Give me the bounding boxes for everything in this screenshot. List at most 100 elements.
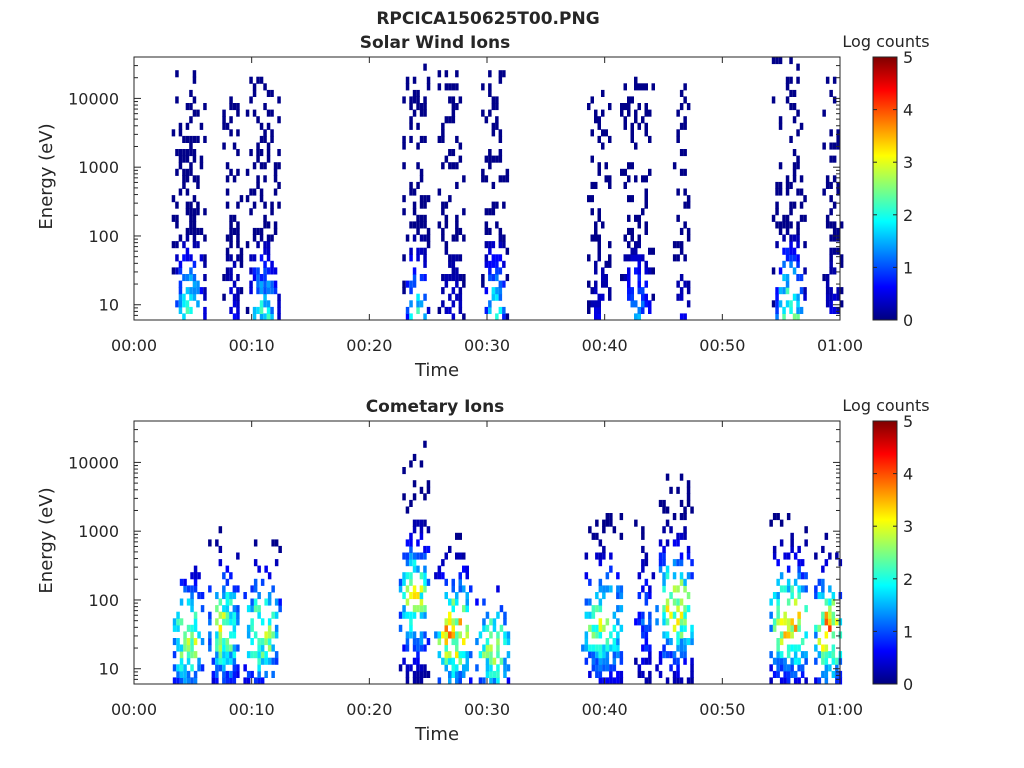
spectrogram-cell <box>263 221 267 229</box>
spectrogram-cell <box>772 670 777 678</box>
spectrogram-cell <box>260 677 265 685</box>
spectrogram-cell <box>434 631 438 639</box>
spectrogram-cell <box>832 142 837 150</box>
spectrogram-cell <box>779 572 784 580</box>
spectrogram-cell <box>597 214 601 222</box>
spectrogram-cell <box>679 287 684 295</box>
spectrogram-cell <box>229 306 233 314</box>
spectrogram-cell <box>409 578 413 586</box>
spectrogram-cell <box>616 638 620 646</box>
spectrogram-cell <box>183 644 187 652</box>
spectrogram-cell <box>790 539 794 547</box>
spectrogram-cell <box>215 618 219 626</box>
burst-0 <box>172 565 205 685</box>
spectrogram-cell <box>665 598 670 606</box>
spectrogram-cell <box>437 83 442 91</box>
colorbar-tick-label: 4 <box>903 465 913 484</box>
spectrogram-cell <box>630 135 634 143</box>
spectrogram-cell <box>192 175 197 183</box>
spectrogram-cell <box>462 664 466 672</box>
spectrogram-cell <box>683 644 687 652</box>
spectrogram-cell <box>641 644 645 652</box>
spectrogram-cell <box>832 293 837 301</box>
spectrogram-cell <box>829 129 833 137</box>
spectrogram-cell <box>208 585 212 593</box>
spectrogram-cell <box>825 287 830 295</box>
spectrogram-cell <box>236 241 240 249</box>
spectrogram-cell <box>627 241 631 249</box>
spectrogram-cell <box>595 592 599 600</box>
spectrogram-cell <box>796 234 800 242</box>
spectrogram-cell <box>630 254 634 262</box>
spectrogram-cell <box>492 657 497 665</box>
spectrogram-cell <box>789 103 793 111</box>
spectrogram-cell <box>829 300 833 308</box>
spectrogram-cell <box>256 155 260 163</box>
spectrogram-cell <box>409 545 413 553</box>
spectrogram-cell <box>462 175 466 183</box>
spectrogram-cell <box>398 585 403 593</box>
burst-8 <box>672 83 691 321</box>
spectrogram-cell <box>779 539 784 547</box>
burst-0 <box>171 70 207 321</box>
spectrogram-cell <box>193 585 198 593</box>
spectrogram-cell <box>469 677 473 685</box>
spectrogram-cell <box>409 624 413 632</box>
spectrogram-cell <box>179 677 184 685</box>
spectrogram-cell <box>503 618 507 626</box>
spectrogram-cell <box>416 605 420 613</box>
spectrogram-cell <box>637 254 641 262</box>
spectrogram-cell <box>821 592 825 600</box>
spectrogram-cell <box>683 513 687 521</box>
spectrogram-cell <box>686 493 691 501</box>
spectrogram-cell <box>644 267 648 275</box>
spectrogram-cell <box>409 103 413 111</box>
spectrogram-cell <box>637 274 641 282</box>
spectrogram-cell <box>252 267 257 275</box>
spectrogram-cell <box>203 234 207 242</box>
spectrogram-cell <box>641 631 645 639</box>
spectrogram-cell <box>644 624 649 632</box>
spectrogram-cell <box>426 638 431 646</box>
spectrogram-cell <box>584 611 589 619</box>
spectrogram-cell <box>185 247 190 255</box>
spectrogram-cell <box>419 234 424 242</box>
spectrogram-cell <box>193 565 198 573</box>
spectrogram-cell <box>641 559 645 567</box>
spectrogram-cell <box>186 670 191 678</box>
spectrogram-cell <box>776 638 780 646</box>
spectrogram-cell <box>832 227 837 235</box>
spectrogram-cell <box>277 300 281 308</box>
spectrogram-cell <box>595 605 599 613</box>
spectrogram-cell <box>257 644 261 652</box>
spectrogram-cell <box>782 287 786 295</box>
spectrogram-cell <box>604 260 608 268</box>
spectrogram-cell <box>835 677 839 685</box>
spectrogram-cell <box>800 559 805 567</box>
y-tick-label: 10 <box>99 296 119 315</box>
spectrogram-cell <box>175 254 179 262</box>
spectrogram-cell <box>229 657 233 665</box>
spectrogram-cell <box>821 545 825 553</box>
spectrogram-cell <box>444 274 449 282</box>
spectrogram-cell <box>222 109 226 117</box>
spectrogram-cell <box>412 585 417 593</box>
spectrogram-cell <box>172 624 177 632</box>
spectrogram-cell <box>495 201 499 209</box>
spectrogram-cell <box>683 116 687 124</box>
spectrogram-cell <box>211 670 216 678</box>
spectrogram-cell <box>267 644 272 652</box>
spectrogram-cell <box>619 605 624 613</box>
spectrogram-cell <box>814 644 818 652</box>
spectrogram-cell <box>423 234 427 242</box>
spectrogram-cell <box>612 664 617 672</box>
spectrogram-cell <box>641 526 645 534</box>
spectrogram-cell <box>506 638 511 646</box>
spectrogram-cell <box>786 677 791 685</box>
spectrogram-cell <box>225 274 230 282</box>
spectrogram-cell <box>196 175 200 183</box>
spectrogram-cell <box>634 300 638 308</box>
spectrogram-cell <box>263 83 267 91</box>
spectrogram-cell <box>192 280 197 288</box>
spectrogram-cell <box>620 109 624 117</box>
